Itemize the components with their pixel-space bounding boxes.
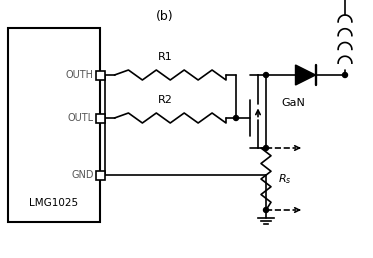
Bar (8, 28, 100, 222)
Bar (95, 171, 104, 180)
Polygon shape (295, 65, 316, 85)
Bar (95, 114, 104, 123)
Circle shape (233, 116, 238, 120)
Text: OUTH: OUTH (66, 70, 94, 80)
Text: GND: GND (71, 170, 94, 180)
Circle shape (263, 72, 269, 77)
Bar (95, 70, 104, 79)
Text: GaN: GaN (281, 99, 305, 109)
Text: R2: R2 (158, 95, 173, 105)
Text: OUTL: OUTL (68, 113, 94, 123)
Circle shape (263, 207, 269, 213)
Text: LMG1025: LMG1025 (29, 198, 79, 208)
Text: R1: R1 (158, 52, 173, 62)
Text: $R_s$: $R_s$ (278, 172, 292, 186)
Text: (b): (b) (156, 10, 174, 23)
Circle shape (342, 72, 348, 77)
Circle shape (263, 146, 269, 150)
